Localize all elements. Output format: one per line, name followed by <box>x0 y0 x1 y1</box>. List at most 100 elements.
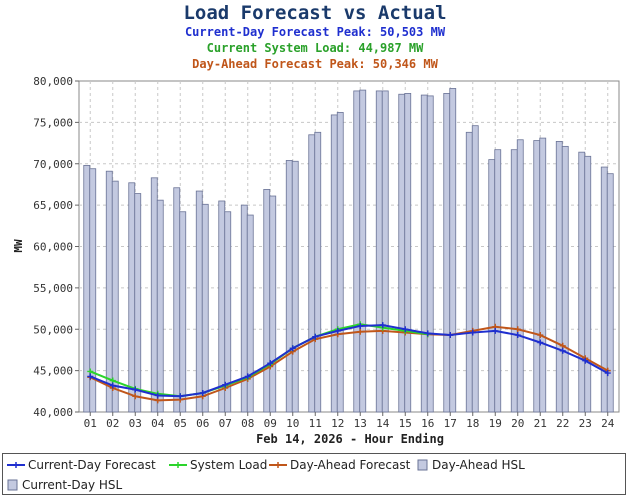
day-ahead-forecast-point <box>357 328 364 335</box>
current-day-forecast-point <box>289 345 296 352</box>
current-day-hsl-bar <box>381 90 389 413</box>
legend-label: Current-Day HSL <box>22 478 123 492</box>
day-ahead-hsl-bar <box>105 170 113 413</box>
y-tick-label: 70,000 <box>33 158 73 171</box>
x-tick-label: 01 <box>84 417 97 430</box>
forecast-lines <box>87 321 611 404</box>
current-day-forecast-point <box>604 370 611 377</box>
current-day-hsl-bar <box>606 173 614 413</box>
current-day-forecast-point <box>514 332 521 339</box>
day-ahead-hsl-bar <box>285 160 293 413</box>
day-ahead-hsl-bar <box>555 141 563 413</box>
day-ahead-hsl-bar <box>353 90 361 413</box>
current-day-forecast-point <box>109 382 116 389</box>
legend-bar-icon <box>7 479 18 491</box>
legend-item-day-ahead-hsl: Day-Ahead HSL <box>417 458 525 472</box>
load-chart: 40,000 45,000 50,000 55,000 60,000 65,000 70,0… <box>12 75 620 446</box>
x-tick-label: 07 <box>219 417 232 430</box>
day-ahead-hsl-bar <box>150 177 158 413</box>
x-tick-label: 17 <box>444 417 457 430</box>
x-tick-label: 23 <box>579 417 592 430</box>
day-ahead-forecast-line <box>89 325 609 402</box>
current-day-forecast-point <box>357 322 364 329</box>
current-day-hsl-bar <box>539 137 547 413</box>
day-ahead-hsl-bar <box>533 140 541 413</box>
x-tick-label: 18 <box>466 417 479 430</box>
current-day-hsl-bar <box>359 89 367 413</box>
day-ahead-hsl-bar <box>128 182 136 413</box>
x-tick-label: 20 <box>511 417 524 430</box>
y-axis-label: MW <box>12 239 25 253</box>
current-day-forecast-point <box>132 386 139 393</box>
y-tick-label: 45,000 <box>33 365 73 378</box>
legend-line-green-icon <box>169 462 187 468</box>
current-day-hsl-bar <box>314 131 322 413</box>
x-tick-label: 03 <box>129 417 142 430</box>
current-day-forecast-point <box>582 357 589 364</box>
current-day-hsl-bar <box>336 112 344 413</box>
current-day-hsl-bar <box>179 211 187 413</box>
current-day-hsl-bar <box>516 139 524 413</box>
current-day-hsl-bar <box>269 195 277 413</box>
x-tick-label: 21 <box>534 417 547 430</box>
current-day-hsl-bar <box>561 145 569 413</box>
day-ahead-forecast-point <box>514 326 521 333</box>
x-tick-label: 02 <box>106 417 119 430</box>
hsl-bars <box>83 88 614 413</box>
current-day-hsl-bar <box>201 203 209 413</box>
current-day-hsl-bar <box>156 199 164 413</box>
day-ahead-hsl-bar <box>443 93 451 413</box>
current-day-peak-text: Current-Day Forecast Peak: 50,503 MW <box>184 25 446 39</box>
day-ahead-forecast-point <box>132 393 139 400</box>
x-axis-label: Feb 14, 2026 - Hour Ending <box>256 432 444 446</box>
legend-item-day-ahead-forecast: Day-Ahead Forecast <box>269 458 410 472</box>
legend-label: Current-Day Forecast <box>28 458 156 472</box>
current-day-forecast-point <box>492 327 499 334</box>
day-ahead-hsl-bar <box>263 189 271 413</box>
day-ahead-hsl-bar <box>398 93 406 413</box>
current-day-hsl-bar <box>224 211 232 413</box>
legend-item-current-day-hsl: Current-Day HSL <box>7 478 122 492</box>
current-day-hsl-bar <box>111 180 119 413</box>
current-day-hsl-bar <box>246 214 254 413</box>
current-load-text: Current System Load: 44,987 MW <box>206 41 424 55</box>
x-axis: 01 02 03 04 05 06 07 08 09 10 11 12 13 14 15 16 17 18 19 20… <box>84 412 615 430</box>
legend-label: System Load <box>190 458 268 472</box>
current-day-forecast-point <box>402 326 409 333</box>
chart-title: Load Forecast vs Actual <box>183 2 447 24</box>
x-tick-label: 06 <box>196 417 209 430</box>
current-day-hsl-bar <box>404 93 412 413</box>
current-day-forecast-point <box>199 389 206 396</box>
x-tick-label: 15 <box>399 417 412 430</box>
current-day-hsl-bar <box>494 149 502 413</box>
legend-item-system-load: System Load <box>169 458 267 472</box>
x-tick-label: 11 <box>309 417 322 430</box>
y-tick-label: 40,000 <box>33 406 73 419</box>
y-tick-label: 80,000 <box>33 75 73 88</box>
x-tick-label: 24 <box>601 417 615 430</box>
legend-line-blue-icon <box>7 462 25 468</box>
current-day-hsl-bar <box>584 155 592 413</box>
legend-label: Day-Ahead Forecast <box>290 458 411 472</box>
current-day-forecast-point <box>334 327 341 334</box>
y-tick-label: 75,000 <box>33 116 73 129</box>
day-ahead-hsl-bar <box>510 149 518 413</box>
current-day-forecast-point <box>222 381 229 388</box>
x-tick-label: 12 <box>331 417 344 430</box>
current-day-hsl-bar <box>291 160 299 413</box>
day-ahead-hsl-bar <box>173 187 181 413</box>
y-tick-label: 50,000 <box>33 323 73 336</box>
current-day-forecast-point <box>537 339 544 346</box>
day-ahead-hsl-bar <box>195 190 203 413</box>
x-tick-label: 05 <box>174 417 187 430</box>
y-tick-label: 60,000 <box>33 241 73 254</box>
day-ahead-forecast-point <box>537 332 544 339</box>
y-tick-label: 55,000 <box>33 282 73 295</box>
day-ahead-hsl-bar <box>600 166 608 413</box>
legend-bar-icon <box>417 459 428 471</box>
current-day-forecast-point <box>244 373 251 380</box>
x-tick-label: 10 <box>286 417 299 430</box>
x-tick-label: 22 <box>556 417 569 430</box>
x-tick-label: 04 <box>151 417 165 430</box>
legend: Current-Day Forecast System Load Day-Ahe… <box>2 453 626 495</box>
